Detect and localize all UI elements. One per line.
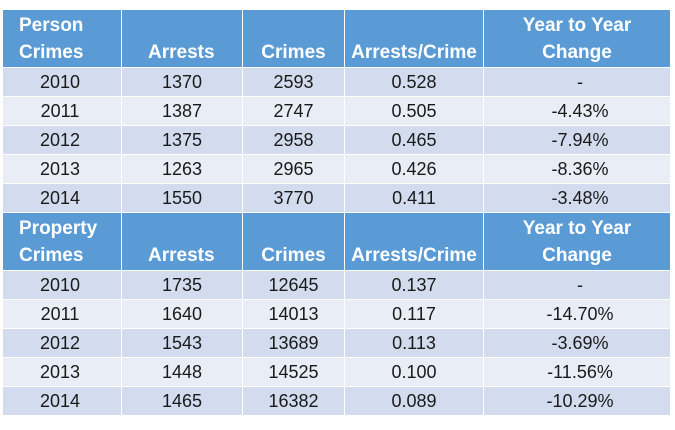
change-cell: -3.48% xyxy=(483,183,671,213)
table-row: 2010 1370 2593 0.528 - xyxy=(2,67,671,97)
table-row: 2012 1375 2958 0.465 -7.94% xyxy=(2,125,671,155)
year-cell: 2014 xyxy=(2,386,122,416)
change-cell: -4.43% xyxy=(483,96,671,126)
year-cell: 2010 xyxy=(2,270,122,300)
property-section-title: Property Crimes xyxy=(2,212,122,271)
year-cell: 2011 xyxy=(2,96,122,126)
arrests-cell: 1543 xyxy=(121,328,243,358)
person-crimes-section: Person Crimes Arrests Crimes Arrests/Crim… xyxy=(2,9,671,213)
arrests-cell: 1448 xyxy=(121,357,243,387)
arrests-column-header: Arrests xyxy=(121,212,243,271)
arrests-cell: 1263 xyxy=(121,154,243,184)
change-cell: -3.69% xyxy=(483,328,671,358)
year-cell: 2010 xyxy=(2,67,122,97)
ratio-cell: 0.137 xyxy=(344,270,484,300)
arrests-cell: 1550 xyxy=(121,183,243,213)
ratio-cell: 0.117 xyxy=(344,299,484,329)
crimes-cell: 2747 xyxy=(242,96,345,126)
change-cell: -7.94% xyxy=(483,125,671,155)
person-header-row: Person Crimes Arrests Crimes Arrests/Crim… xyxy=(2,9,671,68)
person-section-title: Person Crimes xyxy=(2,9,122,68)
arrests-cell: 1735 xyxy=(121,270,243,300)
property-header-row: Property Crimes Arrests Crimes Arrests/Cr… xyxy=(2,212,671,271)
crime-statistics-table: Person Crimes Arrests Crimes Arrests/Crim… xyxy=(2,9,671,416)
year-cell: 2012 xyxy=(2,125,122,155)
ratio-cell: 0.426 xyxy=(344,154,484,184)
change-column-header: Year to Year Change xyxy=(483,212,671,271)
crimes-cell: 2965 xyxy=(242,154,345,184)
ratio-cell: 0.411 xyxy=(344,183,484,213)
arrests-cell: 1375 xyxy=(121,125,243,155)
change-column-header: Year to Year Change xyxy=(483,9,671,68)
crimes-column-header: Crimes xyxy=(242,212,345,271)
crimes-cell: 3770 xyxy=(242,183,345,213)
change-cell: -14.70% xyxy=(483,299,671,329)
table-row: 2012 1543 13689 0.113 -3.69% xyxy=(2,328,671,358)
arrests-cell: 1387 xyxy=(121,96,243,126)
year-cell: 2013 xyxy=(2,154,122,184)
table-row: 2010 1735 12645 0.137 - xyxy=(2,270,671,300)
ratio-column-header: Arrests/Crime xyxy=(344,212,484,271)
table-row: 2011 1640 14013 0.117 -14.70% xyxy=(2,299,671,329)
change-cell: - xyxy=(483,270,671,300)
ratio-cell: 0.528 xyxy=(344,67,484,97)
year-cell: 2013 xyxy=(2,357,122,387)
property-crimes-section: Property Crimes Arrests Crimes Arrests/Cr… xyxy=(2,212,671,416)
crimes-cell: 14525 xyxy=(242,357,345,387)
ratio-cell: 0.089 xyxy=(344,386,484,416)
crimes-cell: 12645 xyxy=(242,270,345,300)
ratio-cell: 0.100 xyxy=(344,357,484,387)
crimes-column-header: Crimes xyxy=(242,9,345,68)
table-row: 2014 1465 16382 0.089 -10.29% xyxy=(2,386,671,416)
ratio-cell: 0.465 xyxy=(344,125,484,155)
crimes-cell: 2593 xyxy=(242,67,345,97)
change-cell: -10.29% xyxy=(483,386,671,416)
change-cell: -8.36% xyxy=(483,154,671,184)
ratio-cell: 0.113 xyxy=(344,328,484,358)
ratio-column-header: Arrests/Crime xyxy=(344,9,484,68)
crimes-cell: 13689 xyxy=(242,328,345,358)
year-cell: 2011 xyxy=(2,299,122,329)
arrests-column-header: Arrests xyxy=(121,9,243,68)
arrests-cell: 1640 xyxy=(121,299,243,329)
crimes-cell: 14013 xyxy=(242,299,345,329)
arrests-cell: 1370 xyxy=(121,67,243,97)
year-cell: 2014 xyxy=(2,183,122,213)
table-row: 2013 1263 2965 0.426 -8.36% xyxy=(2,154,671,184)
arrests-cell: 1465 xyxy=(121,386,243,416)
table-row: 2011 1387 2747 0.505 -4.43% xyxy=(2,96,671,126)
change-cell: - xyxy=(483,67,671,97)
change-cell: -11.56% xyxy=(483,357,671,387)
year-cell: 2012 xyxy=(2,328,122,358)
crimes-cell: 2958 xyxy=(242,125,345,155)
crimes-cell: 16382 xyxy=(242,386,345,416)
table-row: 2013 1448 14525 0.100 -11.56% xyxy=(2,357,671,387)
ratio-cell: 0.505 xyxy=(344,96,484,126)
table-row: 2014 1550 3770 0.411 -3.48% xyxy=(2,183,671,213)
